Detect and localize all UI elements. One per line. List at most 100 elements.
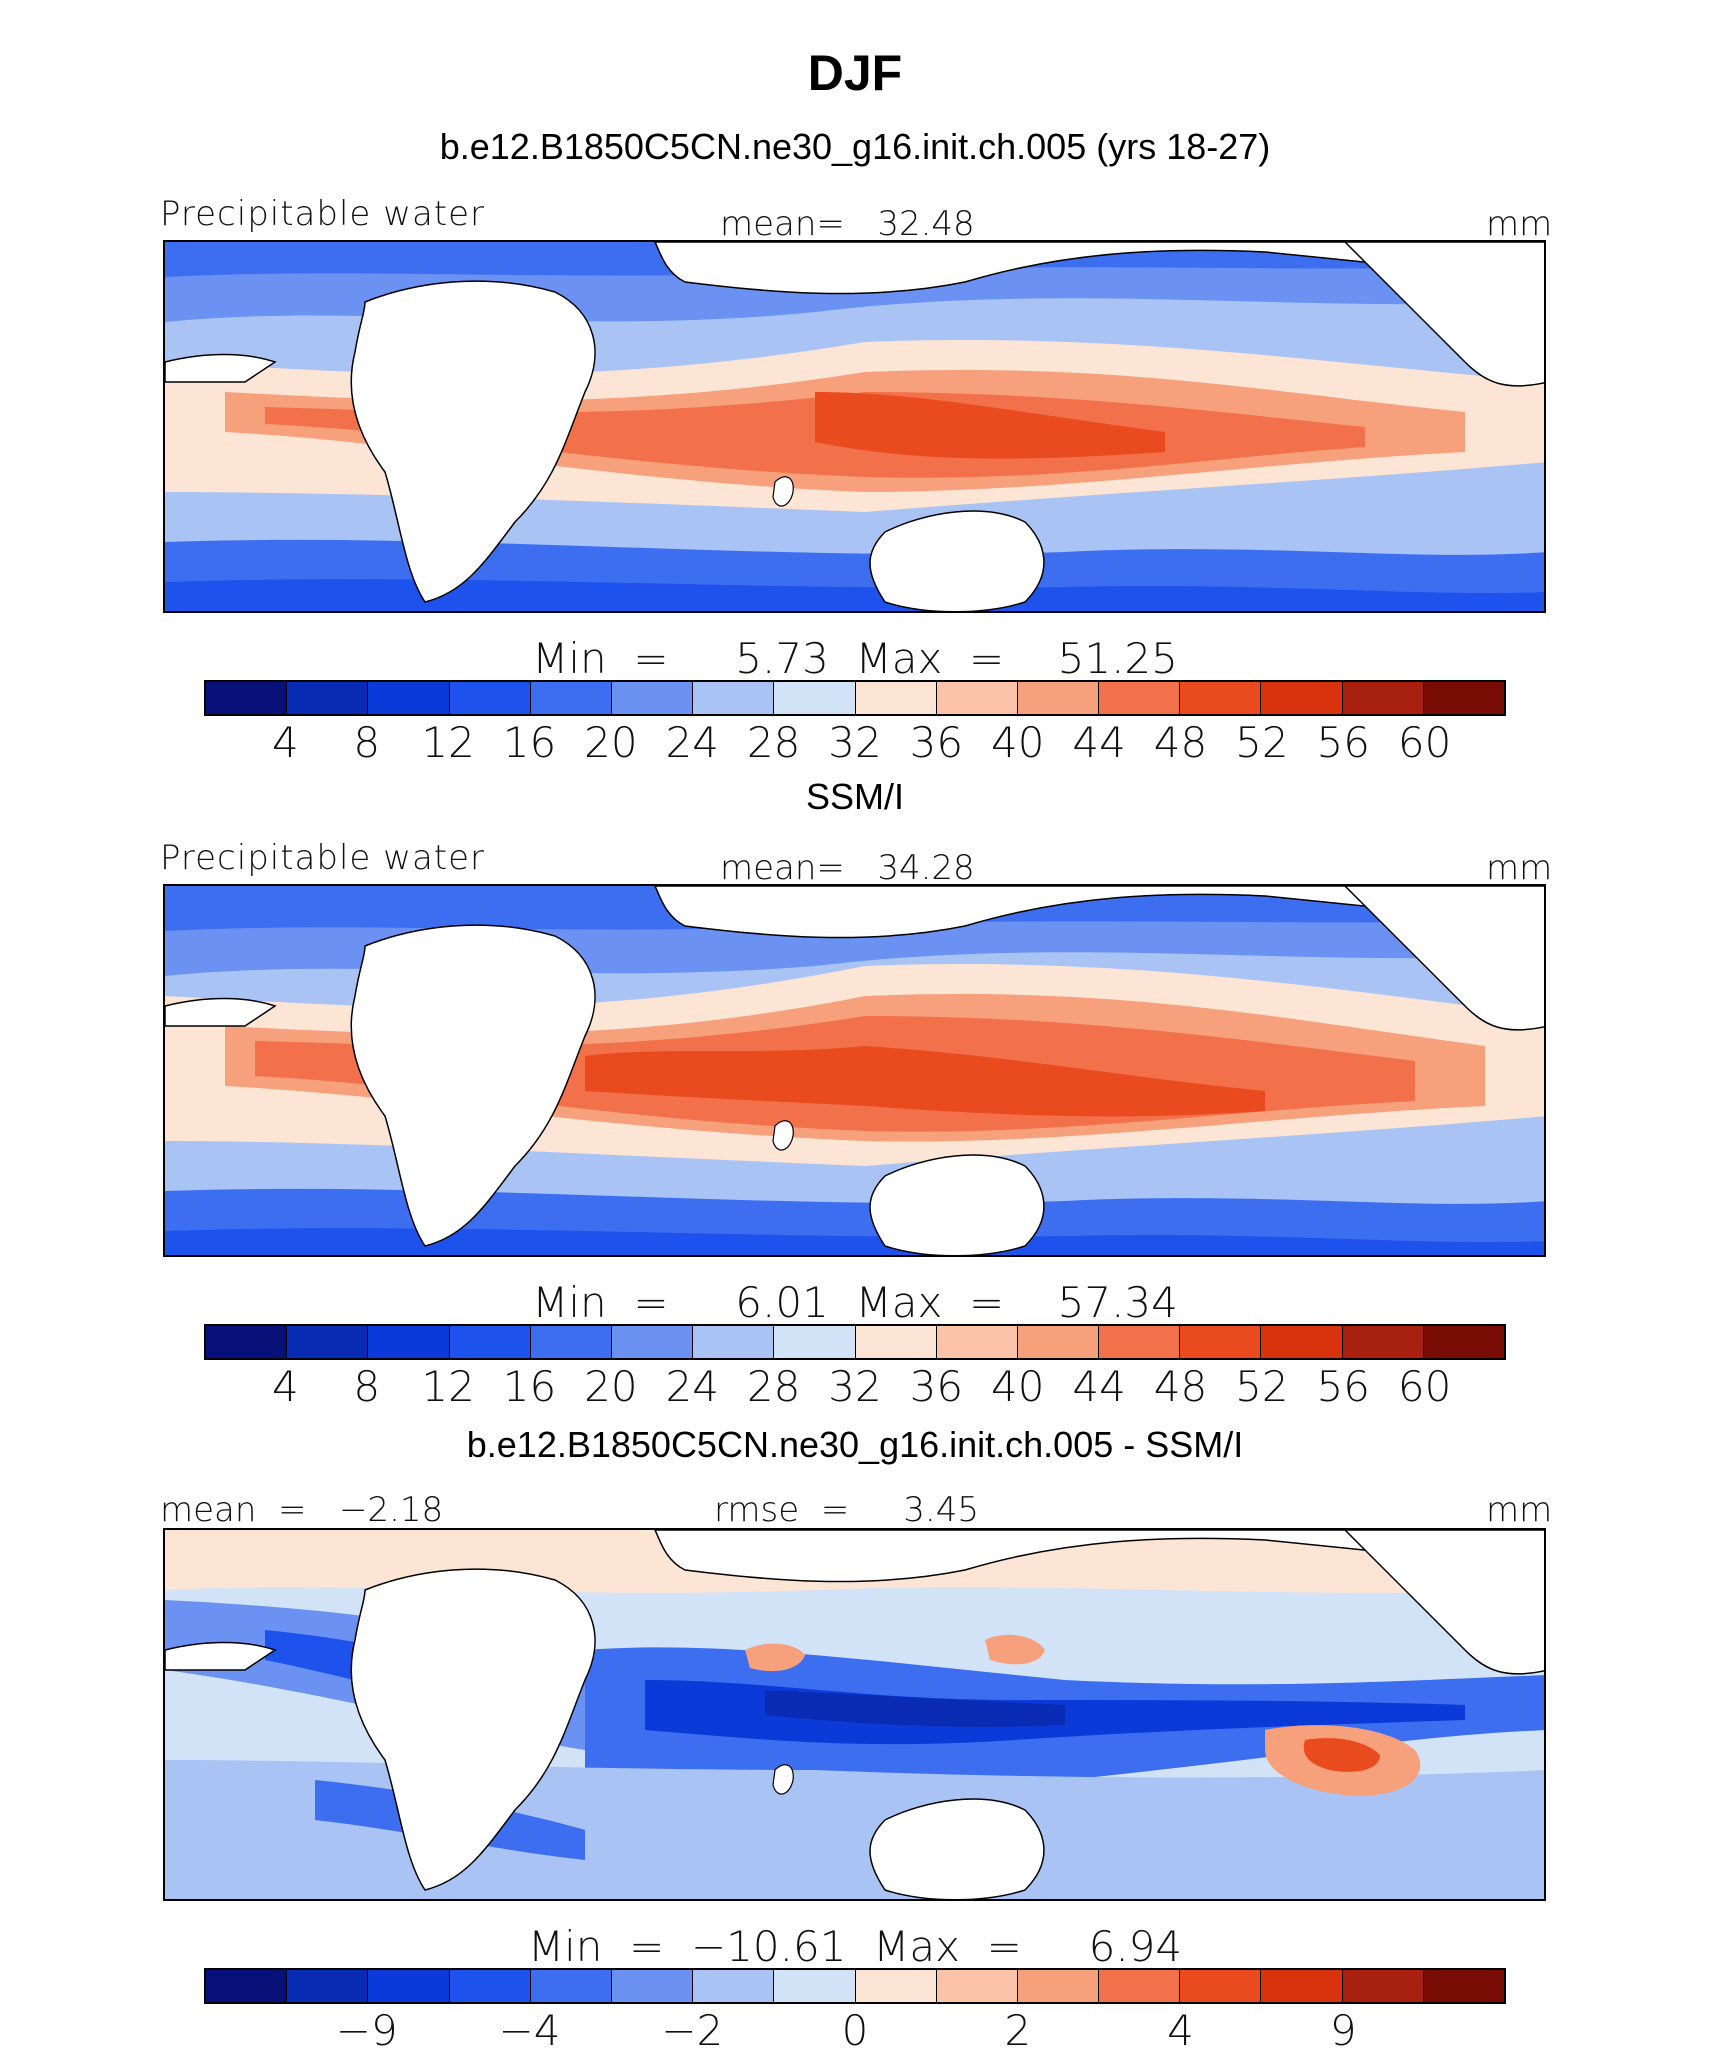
- colorbar-bin: [936, 682, 1018, 714]
- colorbar-tick-label: 40: [991, 718, 1045, 767]
- colorbar-tick-label: 20: [584, 1362, 638, 1411]
- panel-3-mean-label: mean = −2.18: [160, 1490, 444, 1530]
- colorbar-bin: [855, 1970, 937, 2002]
- colorbar-bin: [1423, 1326, 1504, 1358]
- colorbar-bin: [1261, 682, 1343, 714]
- colorbar-tick-label: 24: [665, 718, 719, 767]
- colorbar-tick-label: 0: [841, 2006, 869, 2055]
- panel-2-subtitle: SSM/I: [805, 776, 904, 817]
- colorbar-bin: [1261, 1970, 1343, 2002]
- colorbar-tick-label: 8: [353, 1362, 381, 1411]
- panel-1-variable-label: Precipitable water: [160, 194, 486, 234]
- colorbar-bin: [774, 682, 856, 714]
- panel-2-map: [163, 884, 1546, 1257]
- colorbar-bin: [611, 1970, 694, 2002]
- panel-3-map: [163, 1528, 1546, 1901]
- colorbar-bin: [693, 682, 775, 714]
- colorbar-bin: [1342, 1970, 1424, 2002]
- colorbar-bin: [449, 1970, 531, 2002]
- colorbar-bin: [774, 1970, 856, 2002]
- colorbar-bin: [206, 1970, 288, 2002]
- panel-3-minmax: Min = −10.61 Max = 6.94: [527, 1922, 1183, 1971]
- panel-1-colorbar: [204, 680, 1506, 716]
- colorbar-bin: [287, 682, 369, 714]
- colorbar-bin: [855, 682, 937, 714]
- colorbar-tick-label: 16: [502, 718, 557, 767]
- colorbar-tick-label: 12: [421, 718, 475, 767]
- figure-title: DJF: [807, 45, 903, 101]
- colorbar-tick-label: 44: [1072, 1362, 1126, 1411]
- colorbar-bin: [530, 682, 612, 714]
- colorbar-bin: [774, 1326, 856, 1358]
- panel-1-units-label: mm: [1486, 204, 1553, 244]
- colorbar-tick-label: 32: [828, 1362, 882, 1411]
- colorbar-bin: [1099, 1970, 1181, 2002]
- colorbar-bin: [1342, 682, 1424, 714]
- colorbar-bin: [936, 1970, 1018, 2002]
- colorbar-bin: [1261, 1326, 1343, 1358]
- colorbar-bin: [368, 1326, 450, 1358]
- colorbar-tick-label: 44: [1072, 718, 1126, 767]
- colorbar-tick-label: −9: [335, 2006, 398, 2055]
- panel-1-mean-label: mean= 32.48: [720, 204, 975, 244]
- colorbar-tick-label: 40: [991, 1362, 1045, 1411]
- colorbar-tick-label: 56: [1316, 1362, 1370, 1411]
- colorbar-bin: [1099, 682, 1181, 714]
- colorbar-bin: [449, 682, 531, 714]
- panel-2-minmax: Min = 6.01 Max = 57.34: [532, 1278, 1178, 1327]
- colorbar-tick-label: 2: [1004, 2006, 1032, 2055]
- colorbar-bin: [1342, 1326, 1424, 1358]
- panel-3-subtitle: b.e12.B1850C5CN.ne30_g16.init.ch.005 - S…: [466, 1424, 1244, 1465]
- panel-1-colorbar-ticks: 4 8 12 16 20 24 28 32 36 40 44 48 52 56 60: [0, 718, 1710, 768]
- colorbar-bin: [287, 1970, 369, 2002]
- colorbar-bin: [206, 682, 288, 714]
- colorbar-tick-label: 4: [272, 1362, 299, 1411]
- colorbar-tick-label: 28: [746, 1362, 801, 1411]
- colorbar-bin: [1180, 1970, 1262, 2002]
- colorbar-bin: [530, 1970, 612, 2002]
- panel-1-minmax: Min = 5.73 Max = 51.25: [532, 634, 1178, 683]
- panel-2-variable-label: Precipitable water: [160, 838, 486, 878]
- colorbar-tick-label: −4: [498, 2006, 561, 2055]
- colorbar-bin: [693, 1326, 775, 1358]
- panel-2-units-label: mm: [1486, 848, 1553, 888]
- colorbar-bin: [1423, 682, 1504, 714]
- colorbar-tick-label: 24: [665, 1362, 719, 1411]
- colorbar-bin: [368, 682, 450, 714]
- colorbar-tick-label: 52: [1235, 718, 1289, 767]
- colorbar-tick-label: 28: [746, 718, 801, 767]
- panel-2-colorbar-ticks: 4 8 12 16 20 24 28 32 36 40 44 48 52 56 60: [0, 1362, 1710, 1412]
- colorbar-tick-label: 8: [353, 718, 381, 767]
- colorbar-tick-label: 12: [421, 1362, 475, 1411]
- panel-3-colorbar: [204, 1968, 1506, 2004]
- colorbar-bin: [206, 1326, 288, 1358]
- colorbar-tick-label: 52: [1235, 1362, 1289, 1411]
- panel-2-colorbar: [204, 1324, 1506, 1360]
- colorbar-tick-label: 48: [1153, 718, 1208, 767]
- colorbar-tick-label: 56: [1316, 718, 1370, 767]
- colorbar-bin: [368, 1970, 450, 2002]
- colorbar-tick-label: 16: [502, 1362, 557, 1411]
- colorbar-tick-label: 60: [1397, 1362, 1452, 1411]
- colorbar-tick-label: 9: [1329, 2006, 1357, 2055]
- colorbar-bin: [530, 1326, 612, 1358]
- colorbar-bin: [1017, 1970, 1100, 2002]
- colorbar-tick-label: 36: [909, 718, 964, 767]
- colorbar-tick-label: 4: [1167, 2006, 1194, 2055]
- colorbar-tick-label: 4: [272, 718, 299, 767]
- colorbar-bin: [611, 1326, 694, 1358]
- colorbar-bin: [855, 1326, 937, 1358]
- panel-3-units-label: mm: [1486, 1490, 1553, 1530]
- colorbar-bin: [936, 1326, 1018, 1358]
- colorbar-tick-label: 60: [1397, 718, 1452, 767]
- panel-2-mean-label: mean= 34.28: [720, 848, 975, 888]
- colorbar-bin: [1099, 1326, 1181, 1358]
- colorbar-tick-label: 36: [909, 1362, 964, 1411]
- colorbar-tick-label: 32: [828, 718, 882, 767]
- colorbar-tick-label: −2: [661, 2006, 724, 2055]
- colorbar-bin: [287, 1326, 369, 1358]
- colorbar-bin: [1180, 1326, 1262, 1358]
- colorbar-bin: [1423, 1970, 1504, 2002]
- colorbar-tick-label: 48: [1153, 1362, 1208, 1411]
- colorbar-bin: [1017, 1326, 1100, 1358]
